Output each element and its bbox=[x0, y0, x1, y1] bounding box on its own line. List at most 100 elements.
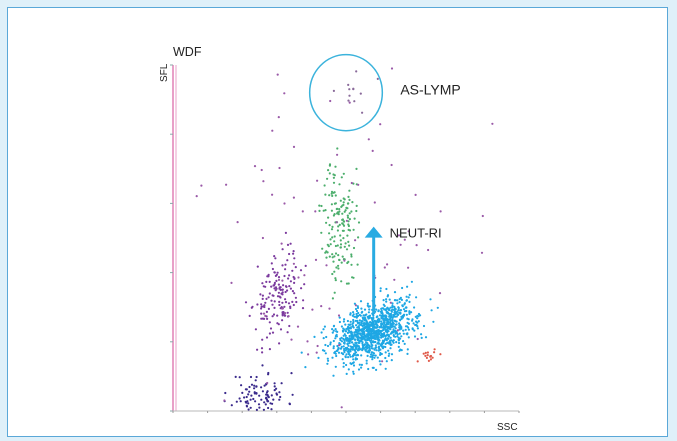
data-point bbox=[379, 363, 382, 366]
data-point bbox=[253, 165, 257, 168]
data-point bbox=[373, 356, 376, 359]
data-point bbox=[420, 333, 423, 336]
data-point bbox=[339, 243, 343, 246]
data-point bbox=[359, 332, 362, 335]
data-point bbox=[261, 364, 264, 367]
data-point bbox=[342, 197, 345, 200]
data-point bbox=[324, 209, 327, 212]
data-point bbox=[400, 298, 403, 301]
data-point bbox=[356, 344, 359, 347]
data-point bbox=[316, 179, 319, 182]
data-point bbox=[351, 333, 354, 336]
data-point bbox=[378, 314, 382, 317]
data-point bbox=[402, 329, 405, 332]
data-point bbox=[352, 246, 356, 250]
data-point bbox=[267, 371, 270, 375]
data-point bbox=[300, 287, 303, 290]
data-point bbox=[278, 166, 281, 170]
data-point bbox=[323, 184, 326, 187]
data-point bbox=[365, 350, 368, 353]
data-point bbox=[303, 274, 306, 277]
data-point bbox=[340, 352, 343, 355]
data-point bbox=[249, 375, 253, 379]
data-point bbox=[304, 366, 307, 369]
data-point bbox=[324, 193, 327, 196]
data-point bbox=[352, 372, 355, 375]
data-point bbox=[342, 201, 345, 204]
data-point bbox=[408, 312, 411, 315]
data-point bbox=[332, 345, 335, 348]
data-point bbox=[347, 83, 350, 86]
data-point bbox=[302, 299, 305, 302]
data-point bbox=[334, 365, 337, 368]
data-point bbox=[349, 350, 352, 353]
data-point bbox=[277, 323, 280, 326]
data-point bbox=[279, 288, 282, 291]
data-point bbox=[314, 258, 318, 261]
data-point bbox=[346, 342, 350, 345]
data-point bbox=[376, 356, 379, 359]
data-point bbox=[345, 353, 348, 356]
data-point bbox=[394, 320, 397, 323]
data-point bbox=[352, 337, 355, 340]
data-point bbox=[289, 280, 292, 283]
data-point bbox=[400, 327, 403, 330]
data-point bbox=[342, 229, 345, 232]
data-point bbox=[341, 218, 344, 221]
data-point bbox=[288, 285, 291, 288]
data-point bbox=[338, 316, 341, 319]
data-point bbox=[256, 265, 259, 268]
data-point bbox=[245, 395, 248, 399]
data-point bbox=[391, 302, 394, 305]
data-point bbox=[238, 397, 241, 400]
data-point bbox=[391, 306, 394, 309]
data-point bbox=[391, 340, 394, 343]
data-point bbox=[349, 323, 352, 326]
data-point bbox=[363, 343, 367, 346]
data-point bbox=[362, 332, 365, 335]
data-point bbox=[338, 344, 341, 347]
data-point bbox=[334, 252, 338, 255]
data-point bbox=[292, 196, 295, 199]
data-point bbox=[343, 341, 346, 344]
data-point bbox=[269, 327, 273, 330]
data-point bbox=[332, 329, 335, 332]
data-point bbox=[352, 364, 356, 367]
data-point bbox=[387, 307, 390, 310]
data-point bbox=[278, 286, 281, 289]
data-point bbox=[359, 314, 362, 317]
data-point bbox=[292, 303, 295, 307]
data-point bbox=[357, 335, 360, 338]
data-point bbox=[277, 291, 280, 294]
data-point bbox=[403, 302, 406, 305]
data-point bbox=[324, 251, 327, 254]
data-point bbox=[384, 342, 387, 345]
data-point bbox=[374, 344, 377, 347]
data-point bbox=[258, 394, 261, 397]
data-point bbox=[329, 341, 332, 344]
data-point bbox=[395, 315, 398, 318]
data-point bbox=[370, 337, 374, 340]
data-point bbox=[322, 209, 325, 212]
data-point bbox=[400, 315, 403, 318]
data-point bbox=[260, 317, 263, 320]
data-point bbox=[376, 338, 379, 341]
data-point bbox=[289, 287, 292, 290]
data-point bbox=[251, 305, 254, 308]
data-point bbox=[406, 348, 409, 351]
data-point bbox=[247, 402, 250, 405]
data-point bbox=[377, 321, 380, 324]
data-point bbox=[431, 356, 434, 359]
data-point bbox=[390, 163, 393, 167]
data-point bbox=[377, 346, 380, 349]
data-point bbox=[375, 349, 378, 352]
data-point bbox=[255, 375, 258, 379]
data-point bbox=[351, 276, 354, 279]
data-point bbox=[366, 302, 369, 305]
data-point bbox=[340, 406, 343, 409]
data-point bbox=[350, 210, 353, 213]
data-point bbox=[346, 216, 350, 219]
data-point bbox=[342, 334, 345, 337]
data-point bbox=[268, 280, 271, 283]
data-point bbox=[336, 147, 339, 150]
